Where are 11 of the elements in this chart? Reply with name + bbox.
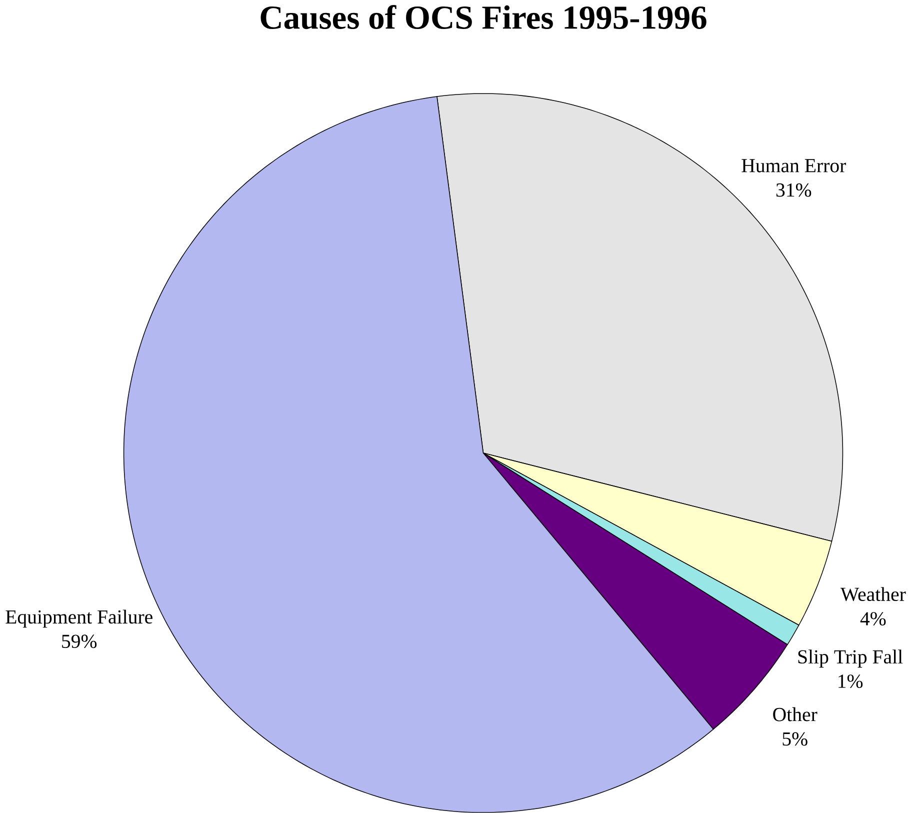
slice-label: Equipment Failure [6, 610, 152, 628]
data-label: 31% [776, 183, 812, 197]
data-label: 1% [838, 674, 863, 688]
data-label: 5% [782, 732, 808, 746]
slice-label: Human Error [742, 159, 846, 172]
data-label: 4% [860, 612, 886, 626]
slice-label: Weather [840, 587, 906, 602]
chart-title: Causes of OCS Fires 1995-1996 [260, 5, 706, 30]
slice-label: Other [773, 707, 818, 722]
slice-label: Slip Trip Fall [798, 650, 903, 668]
data-label: 59% [62, 634, 97, 648]
